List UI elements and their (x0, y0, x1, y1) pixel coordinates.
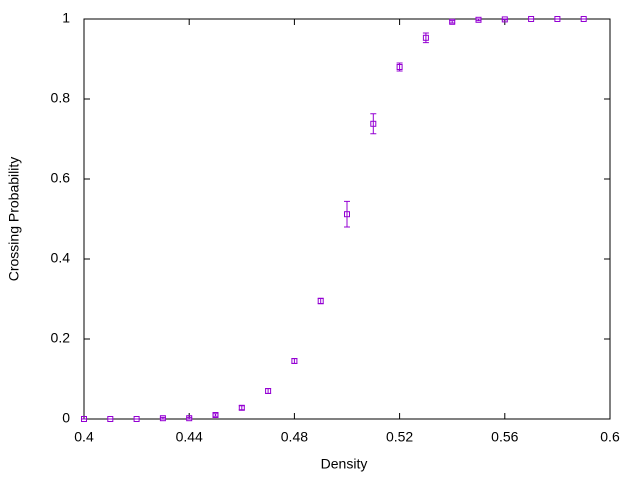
x-tick-label: 0.56 (491, 429, 518, 445)
y-tick-label: 0 (62, 410, 70, 426)
point (580, 16, 587, 22)
point (554, 16, 561, 22)
y-tick-label: 0.2 (51, 330, 71, 346)
y-axis-label: Crossing Probability (6, 157, 22, 282)
y-tick-label: 0.6 (51, 170, 71, 186)
x-tick-label: 0.44 (176, 429, 203, 445)
y-tick-label: 0.4 (51, 250, 71, 266)
point (370, 120, 377, 127)
plot-frame (83, 18, 611, 420)
point (212, 412, 219, 418)
x-tick-label: 0.4 (74, 429, 94, 445)
point (107, 416, 114, 422)
point (291, 358, 298, 364)
error-bar (344, 200, 350, 228)
point (81, 416, 87, 422)
point (133, 416, 140, 422)
error-bar (422, 32, 429, 44)
x-tick-label: 0.52 (386, 429, 413, 445)
point (317, 298, 324, 304)
point (265, 388, 272, 394)
point (422, 34, 429, 41)
point (396, 64, 403, 70)
point (475, 16, 482, 23)
y-tick-label: 1 (62, 10, 70, 26)
x-tick-label: 0.6 (600, 429, 620, 445)
x-tick-label: 0.48 (281, 429, 308, 445)
x-axis-label: Density (321, 456, 368, 472)
point (238, 404, 245, 411)
error-bar (370, 113, 377, 135)
point (528, 16, 535, 22)
point (344, 211, 350, 218)
point (449, 18, 456, 25)
point (159, 415, 166, 422)
point (186, 415, 193, 422)
y-tick-label: 0.8 (51, 90, 71, 106)
point (501, 16, 508, 23)
